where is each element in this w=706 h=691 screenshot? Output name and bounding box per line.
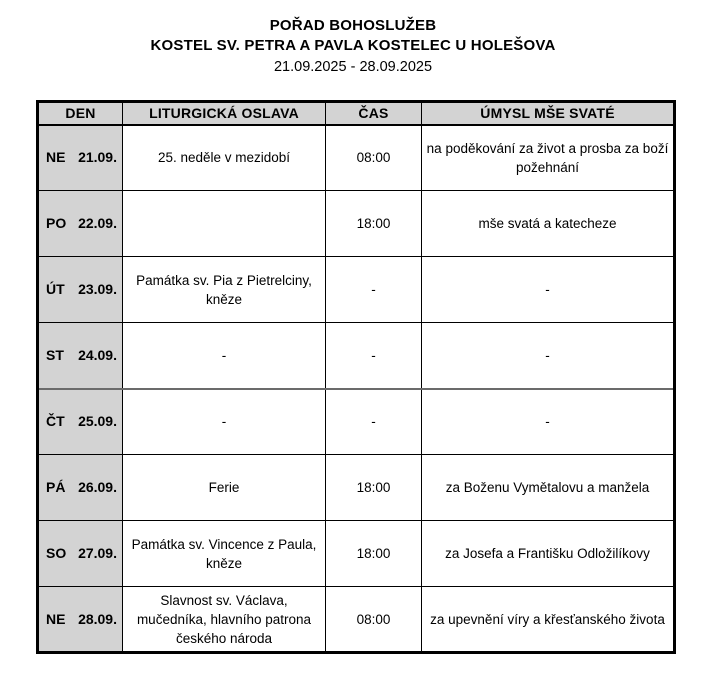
- day-cell: ST 24.09.: [37, 322, 123, 389]
- intention-cell: za Boženu Vymětalovu a manžela: [421, 454, 675, 521]
- table-row: NE 21.09. 25. neděle v mezidobí 08:00 na pod…: [37, 124, 675, 191]
- day-wrap: ČT 25.09.: [39, 412, 122, 431]
- table-row: SO 27.09. Památka sv. Vincence z Paula, kn…: [37, 520, 675, 587]
- day-cell: PÁ 26.09.: [37, 454, 123, 521]
- church-name: KOSTEL SV. PETRA A PAVLA KOSTELEC U HOLE…: [150, 37, 556, 54]
- table-row: PO 22.09. 18:00 mše svatá a katecheze: [37, 190, 675, 257]
- time-cell: -: [325, 387, 422, 455]
- day-abbrev: ST: [46, 346, 64, 363]
- day-abbrev: SO: [46, 545, 67, 561]
- col-header-day: DEN: [37, 101, 123, 126]
- intention-cell: -: [421, 256, 675, 323]
- day-wrap: SO 27.09.: [39, 544, 122, 563]
- day-date: 24.09.: [78, 346, 117, 363]
- time-cell: 18:00: [325, 190, 422, 257]
- page-title: POŘAD BOHOSLUŽEB: [269, 17, 437, 34]
- day-cell: ČT 25.09.: [37, 387, 123, 455]
- day-date: 23.09.: [78, 281, 117, 297]
- time-cell: 08:00: [325, 586, 422, 653]
- time-cell: -: [325, 322, 422, 389]
- day-date: 21.09.: [78, 149, 117, 166]
- day-wrap: NE 28.09.: [39, 610, 122, 629]
- table-row: ST 24.09. - - -: [37, 322, 675, 389]
- day-cell: NE 21.09.: [37, 124, 123, 191]
- day-wrap: PÁ 26.09.: [39, 478, 122, 497]
- schedule-table-header: DEN LITURGICKÁ OSLAVA ČAS ÚMYSL MŠE SVAT…: [37, 101, 675, 126]
- day-wrap: PO 22.09.: [39, 214, 122, 233]
- celebration-cell: Památka sv. Vincence z Paula, kněze: [122, 520, 326, 587]
- table-row: PÁ 26.09. Ferie 18:00 za Boženu Vymětalovu a…: [37, 454, 675, 521]
- intention-cell: za upevnění víry a křesťanského života: [421, 586, 675, 653]
- celebration-cell: 25. neděle v mezidobí: [122, 124, 326, 191]
- day-abbrev: NE: [46, 610, 66, 627]
- celebration-cell: Slavnost sv. Václava, mučedníka, hlavníh…: [122, 586, 326, 653]
- schedule-table: DEN LITURGICKÁ OSLAVA ČAS ÚMYSL MŠE SVAT…: [36, 100, 676, 654]
- intention-cell: mše svatá a katecheze: [421, 190, 675, 257]
- day-date: 26.09.: [78, 479, 117, 495]
- intention-cell: za Josefa a Františku Odložilíkovy: [421, 520, 675, 587]
- intention-cell: -: [421, 322, 675, 389]
- day-cell: PO 22.09.: [37, 190, 123, 257]
- day-date: 28.09.: [78, 610, 117, 627]
- table-row: ÚT 23.09. Památka sv. Pia z Pietrelciny, k…: [37, 256, 675, 323]
- day-date: 22.09.: [78, 215, 117, 231]
- celebration-cell: Ferie: [122, 454, 326, 521]
- day-abbrev: NE: [46, 149, 66, 166]
- page-title-block: POŘAD BOHOSLUŽEB KOSTEL SV. PETRA A PAVL…: [0, 0, 706, 77]
- col-header-celebration: LITURGICKÁ OSLAVA: [122, 101, 326, 126]
- table-row: NE 28.09. Slavnost sv. Václava, mučedníka,…: [37, 586, 675, 653]
- day-abbrev: ÚT: [46, 281, 65, 297]
- day-wrap: NE 21.09.: [39, 148, 122, 167]
- celebration-cell: -: [122, 322, 326, 389]
- time-cell: -: [325, 256, 422, 323]
- day-date: 27.09.: [78, 545, 117, 561]
- day-abbrev: ČT: [46, 413, 65, 430]
- header-row: DEN LITURGICKÁ OSLAVA ČAS ÚMYSL MŠE SVAT…: [37, 101, 675, 126]
- day-cell: NE 28.09.: [37, 586, 123, 653]
- time-cell: 18:00: [325, 520, 422, 587]
- time-cell: 18:00: [325, 454, 422, 521]
- day-wrap: ÚT 23.09.: [39, 280, 122, 299]
- intention-cell: -: [421, 387, 675, 455]
- col-header-time: ČAS: [325, 101, 422, 126]
- day-abbrev: PÁ: [46, 479, 66, 495]
- day-cell: SO 27.09.: [37, 520, 123, 587]
- table-row: ČT 25.09. - - -: [37, 387, 675, 455]
- day-date: 25.09.: [78, 413, 117, 430]
- celebration-cell: [122, 190, 326, 257]
- day-abbrev: PO: [46, 215, 67, 231]
- day-cell: ÚT 23.09.: [37, 256, 123, 323]
- time-cell: 08:00: [325, 124, 422, 191]
- schedule-table-body: NE 21.09. 25. neděle v mezidobí 08:00 na pod…: [37, 124, 675, 653]
- col-header-intention: ÚMYSL MŠE SVATÉ: [421, 101, 675, 126]
- day-wrap: ST 24.09.: [39, 346, 122, 365]
- date-range: 21.09.2025 - 28.09.2025: [273, 59, 433, 75]
- intention-cell: na poděkování za život a prosba za boží …: [421, 124, 675, 191]
- celebration-cell: Památka sv. Pia z Pietrelciny, kněze: [122, 256, 326, 323]
- celebration-cell: -: [122, 387, 326, 455]
